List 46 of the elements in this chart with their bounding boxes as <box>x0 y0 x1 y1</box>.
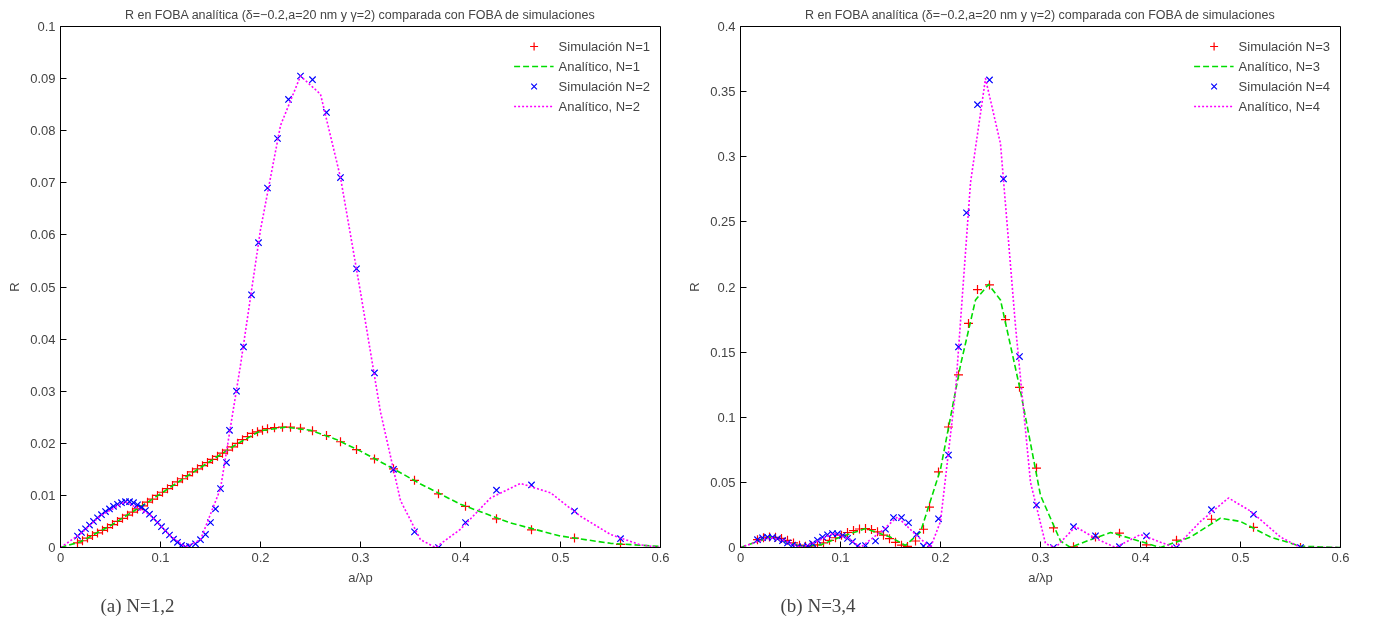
x-tick-label: 0.4 <box>451 549 470 565</box>
y-tick-label: 0.1 <box>37 19 56 34</box>
y-axis-title: R <box>687 282 703 292</box>
chart-title: R en FOBA analítica (δ=−0.2,a=20 nm y γ=2) comparada con FOBA de simulaciones <box>124 7 595 22</box>
legend-label: Analítico, N=2 <box>558 98 640 114</box>
legend-label: Simulación N=2 <box>558 78 650 94</box>
y-tick-label: 0.02 <box>30 435 56 451</box>
x-axis-title: a/λp <box>1028 569 1053 585</box>
x-tick-label: 0.5 <box>551 549 570 565</box>
x-axis-title: a/λp <box>348 569 373 585</box>
x-tick-label: 0.4 <box>1131 549 1150 565</box>
text: (a) N=1,2 <box>100 594 175 617</box>
legend-label: Simulación N=1 <box>558 38 650 54</box>
x-tick-label: 0.3 <box>351 549 370 565</box>
chart-title: R en FOBA analítica (δ=−0.2,a=20 nm y γ=2) comparada con FOBA de simulaciones <box>804 7 1275 22</box>
x-tick-label: 0.5 <box>1231 549 1250 565</box>
legend-label: Analítico, N=4 <box>1238 98 1320 114</box>
y-tick-label: 0.2 <box>717 279 736 295</box>
y-tick-label: 0.1 <box>717 409 736 425</box>
y-tick-label: 0.01 <box>30 487 56 503</box>
legend-label: Simulación N=3 <box>1238 38 1330 54</box>
y-tick-label: 0.04 <box>30 331 56 347</box>
y-tick-label: 0.05 <box>710 474 736 490</box>
y-tick-label: 0.08 <box>30 123 56 139</box>
text: (b) N=3,4 <box>780 594 857 617</box>
y-tick-label: 0.35 <box>710 84 736 100</box>
y-tick-label: 0.05 <box>30 279 56 295</box>
legend-label: Analítico, N=1 <box>558 58 640 74</box>
x-tick-label: 0.1 <box>151 549 170 565</box>
y-tick-label: 0.09 <box>30 71 56 87</box>
y-tick-label: 0.25 <box>710 214 736 230</box>
x-tick-label: 0.6 <box>651 549 670 565</box>
legend-label: Analítico, N=3 <box>1238 58 1320 74</box>
y-tick-label: 0.06 <box>30 227 56 243</box>
y-axis-title: R <box>7 282 23 292</box>
x-tick-label: 0.3 <box>1031 549 1050 565</box>
y-tick-label: 0.3 <box>717 149 736 165</box>
legend-label: Simulación N=4 <box>1238 78 1330 94</box>
y-tick-label: 0.03 <box>30 383 56 399</box>
x-tick-label: 0.1 <box>831 549 850 565</box>
x-tick-label: 0.2 <box>931 549 950 565</box>
y-tick-label: 0.4 <box>717 19 736 34</box>
x-tick-label: 0.2 <box>251 549 270 565</box>
x-tick-label: 0.6 <box>1331 549 1350 565</box>
y-tick-label: 0.15 <box>710 344 736 360</box>
y-tick-label: 0.07 <box>30 175 56 191</box>
